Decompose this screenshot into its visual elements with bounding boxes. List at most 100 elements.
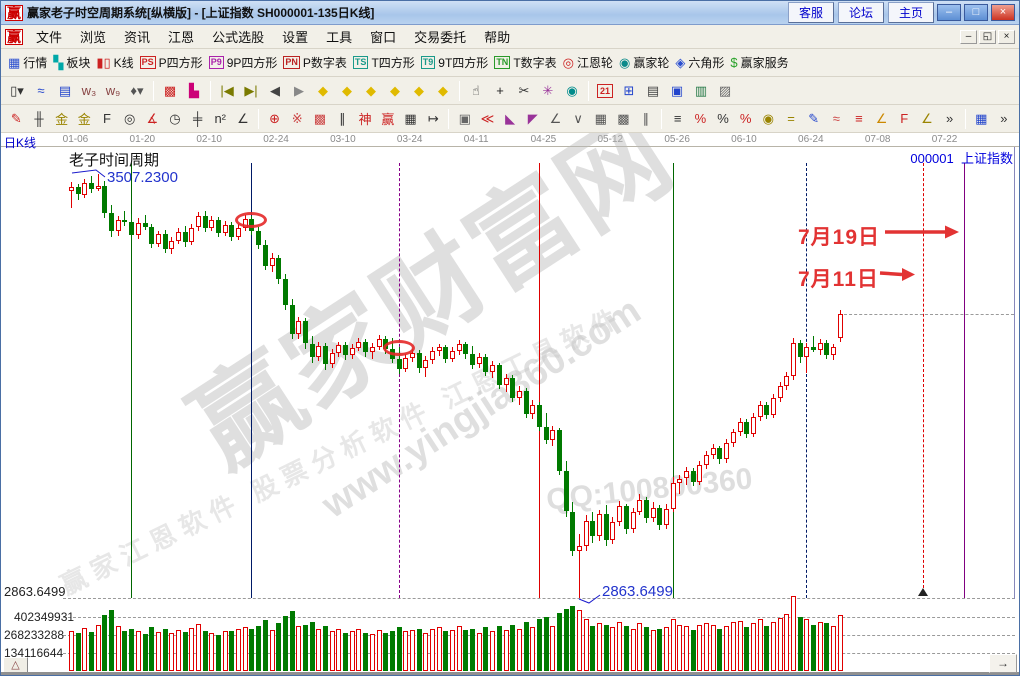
j-angle-button[interactable]: ∠ bbox=[871, 108, 893, 130]
close-button[interactable]: × bbox=[991, 4, 1015, 21]
minimize-button[interactable]: – bbox=[937, 4, 961, 21]
menu-news[interactable]: 资讯 bbox=[124, 30, 151, 45]
customer-service-button[interactable]: 客服 bbox=[787, 2, 834, 23]
maximize-button[interactable]: □ bbox=[964, 4, 988, 21]
menu-browse[interactable]: 浏览 bbox=[80, 30, 107, 45]
stats-list-button[interactable]: ≡ bbox=[667, 108, 689, 130]
menu-tools[interactable]: 工具 bbox=[326, 30, 353, 45]
color-bars-button[interactable]: ▙ bbox=[183, 80, 206, 102]
f-angle-button[interactable]: F bbox=[893, 108, 915, 130]
diamond-horizontal-button[interactable]: ◆ bbox=[360, 80, 383, 102]
scroll-right-button[interactable]: → bbox=[989, 654, 1017, 673]
period-style-dropdown-button[interactable]: ▯▾ bbox=[6, 80, 29, 102]
menu-settings[interactable]: 设置 bbox=[282, 30, 309, 45]
diamond-cross-button[interactable]: ◆ bbox=[408, 80, 431, 102]
pattern-red-button[interactable]: ▩ bbox=[159, 80, 182, 102]
brush-button[interactable]: ✎ bbox=[6, 108, 28, 130]
gann-circle-button[interactable]: ⊕ bbox=[264, 108, 286, 130]
diamond-left-button[interactable]: ◆ bbox=[312, 80, 335, 102]
fan-box-b-button[interactable]: ◤ bbox=[522, 108, 544, 130]
forum-button[interactable]: 论坛 bbox=[837, 2, 884, 23]
flower-tool-button[interactable]: ✳ bbox=[537, 80, 560, 102]
child-restore-button[interactable]: ◱ bbox=[979, 29, 996, 44]
protractor-button[interactable]: ∠ bbox=[232, 108, 254, 130]
pulse-mark-button[interactable]: ∥ bbox=[332, 108, 354, 130]
wave-3-button[interactable]: w₃ bbox=[78, 80, 101, 102]
menu-window[interactable]: 窗口 bbox=[370, 30, 397, 45]
menu-trade-entrust[interactable]: 交易委托 bbox=[414, 30, 467, 45]
toolbar-9t-square-button[interactable]: T9 9T四方形 bbox=[420, 54, 488, 71]
diamond-right-button[interactable]: ◆ bbox=[336, 80, 359, 102]
print-button[interactable]: ▨ bbox=[714, 80, 737, 102]
homepage-button[interactable]: 主页 bbox=[887, 2, 934, 23]
shen-tool-button[interactable]: 神 bbox=[354, 108, 376, 130]
toolbar-p-number-table-button[interactable]: PN P数字表 bbox=[283, 54, 347, 71]
menu-formula-stock-pick[interactable]: 公式选股 bbox=[212, 30, 265, 45]
wave-9-button[interactable]: w₉ bbox=[102, 80, 125, 102]
toolbar-p-square-button[interactable]: PS P四方形 bbox=[139, 54, 203, 71]
parallel-lines-button[interactable]: ∥ bbox=[635, 108, 657, 130]
grid-a-button[interactable]: ▦ bbox=[590, 108, 612, 130]
menu-gann[interactable]: 江恩 bbox=[168, 30, 195, 45]
f-ruler-button[interactable]: F bbox=[96, 108, 118, 130]
export-button[interactable]: ▥ bbox=[690, 80, 713, 102]
pattern-select-button[interactable]: ≈ bbox=[30, 80, 53, 102]
menu-file[interactable]: 文件 bbox=[36, 30, 63, 45]
fan-red-button[interactable]: ≪ bbox=[477, 108, 499, 130]
toolbar-hexagon-button[interactable]: ◈ 六角形 bbox=[675, 54, 724, 71]
child-minimize-button[interactable]: – bbox=[960, 29, 977, 44]
hand-tool-button[interactable]: ☝ bbox=[465, 80, 488, 102]
flag-pen-button[interactable]: ✎ bbox=[803, 108, 825, 130]
toolbar-kline-button[interactable]: ▮▯ K线 bbox=[96, 54, 133, 71]
crosshair-tool-button[interactable]: + bbox=[489, 80, 512, 102]
first-page-button[interactable]: |◀ bbox=[216, 80, 239, 102]
pencil-ruler-button[interactable]: ∡ bbox=[141, 108, 163, 130]
gann-clock-button[interactable]: ◷ bbox=[164, 108, 186, 130]
chart-area[interactable]: 01-06 01-20 02-10 02-24 03-10 03-24 04-11 04-25… bbox=[1, 133, 1019, 675]
notebook-button[interactable]: ▤ bbox=[642, 80, 665, 102]
n2-tool-button[interactable]: n² bbox=[209, 108, 231, 130]
ying-tool-button[interactable]: 赢 bbox=[377, 108, 399, 130]
toolbar-gann-wheel-button[interactable]: ◎ 江恩轮 bbox=[563, 54, 613, 71]
percent-button[interactable]: % bbox=[712, 108, 734, 130]
gold-levels-button[interactable]: ≡ bbox=[848, 108, 870, 130]
snowflake-button[interactable]: ※ bbox=[286, 108, 308, 130]
toolbar-t-square-button[interactable]: TS T四方形 bbox=[352, 54, 415, 71]
toolbar-quotes-button[interactable]: ▦ 行情 bbox=[8, 54, 47, 71]
more-tools-2-button[interactable]: » bbox=[993, 108, 1015, 130]
grid-x-button[interactable]: ▩ bbox=[309, 108, 331, 130]
toolbar-winner-wheel-button[interactable]: ◉ 赢家轮 bbox=[619, 54, 669, 71]
more-tools-button[interactable]: » bbox=[939, 108, 961, 130]
frame-tool-button[interactable]: ▣ bbox=[454, 108, 476, 130]
spiral-tool-button[interactable]: ◎ bbox=[119, 108, 141, 130]
span-arrow-button[interactable]: ↦ bbox=[422, 108, 444, 130]
child-close-button[interactable]: × bbox=[998, 29, 1015, 44]
info-panel-button[interactable]: ▤ bbox=[54, 80, 77, 102]
toolbar-9p-square-button[interactable]: P9 9P四方形 bbox=[208, 54, 277, 71]
ruler-ticks-button[interactable]: ╫ bbox=[28, 108, 50, 130]
toolbar-t-number-table-button[interactable]: TN T数字表 bbox=[494, 54, 557, 71]
gold-ruler-b-button[interactable]: 金 bbox=[73, 108, 95, 130]
grid-b-button[interactable]: ▩ bbox=[613, 108, 635, 130]
menu-help[interactable]: 帮助 bbox=[484, 30, 511, 45]
percent-line-button[interactable]: % bbox=[735, 108, 757, 130]
gold-circle-button[interactable]: ◉ bbox=[758, 108, 780, 130]
diamond-star-button[interactable]: ◆ bbox=[432, 80, 455, 102]
prev-bar-button[interactable]: ◀ bbox=[264, 80, 287, 102]
diamond-vertical-button[interactable]: ◆ bbox=[384, 80, 407, 102]
last-page-button[interactable]: ▶| bbox=[240, 80, 263, 102]
toolbar-sectors-button[interactable]: ▚ 板块 bbox=[53, 54, 90, 71]
measure-tool-button[interactable]: ✂ bbox=[513, 80, 536, 102]
next-bar-button[interactable]: ▶ bbox=[288, 80, 311, 102]
calendar-21-button[interactable]: 21 bbox=[594, 80, 617, 102]
toolbar-winner-service-button[interactable]: $ 赢家服务 bbox=[730, 54, 788, 71]
grid-color-button[interactable]: ▦ bbox=[970, 108, 992, 130]
wave-channel-button[interactable]: ≈ bbox=[825, 108, 847, 130]
gold-ruler-a-button[interactable]: 金 bbox=[51, 108, 73, 130]
candle-dropdown-button[interactable]: ♦▾ bbox=[126, 80, 149, 102]
calculator-button[interactable]: ⊞ bbox=[618, 80, 641, 102]
ruler-b-button[interactable]: ╪ bbox=[187, 108, 209, 130]
gold-line-button[interactable]: = bbox=[780, 108, 802, 130]
fan-box-a-button[interactable]: ◣ bbox=[499, 108, 521, 130]
cycle-tool-button[interactable]: ◉ bbox=[561, 80, 584, 102]
